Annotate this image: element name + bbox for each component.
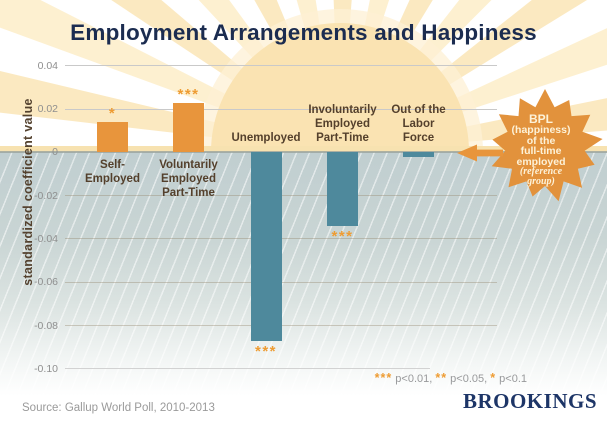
below-zero-shaded-area: [0, 152, 607, 396]
y-tick-label: -0.02: [34, 189, 58, 202]
sun-ray: [340, 0, 492, 152]
gridline: [65, 368, 430, 370]
y-tick-label: -0.06: [34, 276, 58, 289]
brookings-logo: BROOKINGS: [462, 389, 597, 413]
starburst-italic-line: (reference: [519, 166, 563, 177]
bar-voluntarily-employed-part-time: [173, 102, 204, 153]
gridline: [65, 108, 497, 110]
bar-unemployed: [250, 152, 282, 341]
bar-out-of-the-labor-force: [403, 152, 434, 157]
starburst-badge: [457, 89, 603, 202]
starburst-line: of the: [526, 134, 556, 147]
starburst-line: employed: [516, 155, 566, 168]
legend-stars: **: [435, 371, 448, 385]
category-label-voluntarily-employed-part-time: Voluntarily Employed Part-Time: [159, 159, 218, 200]
bar-involuntarily-employed-part-time: [327, 152, 358, 226]
gridline: [65, 65, 497, 67]
y-tick-label: -0.08: [34, 319, 58, 332]
bar-self-employed: [97, 121, 128, 153]
y-axis-title: standardized coefficient value: [21, 98, 35, 286]
y-tick-label: -0.10: [34, 362, 58, 375]
starburst-shape: [491, 89, 603, 202]
significance-stars: *: [108, 104, 117, 122]
legend-stars: *: [490, 371, 497, 385]
significance-stars: ***: [331, 227, 354, 245]
legend-label: p<0.05,: [447, 373, 491, 385]
chart-title: Employment Arrangements and Happiness: [70, 20, 537, 45]
source-note: Source: Gallup World Poll, 2010-2013: [22, 402, 215, 414]
sun-disc: [211, 23, 469, 152]
significance-legend: *** p<0.01, ** p<0.05, * p<0.1: [267, 371, 527, 385]
legend-label: p<0.01,: [392, 373, 436, 385]
reference-arrow: [457, 144, 503, 162]
legend-label: p<0.1: [496, 373, 527, 385]
category-label-unemployed: Unemployed: [231, 132, 301, 145]
y-tick-label: 0: [52, 146, 58, 159]
zero-axis-line: [0, 151, 607, 153]
legend-stars: ***: [374, 371, 393, 385]
significance-stars: ***: [177, 85, 200, 103]
starburst-line: full-time: [520, 145, 562, 157]
starburst-annotation: BPL (happiness) of the full-time employed (re…: [487, 113, 595, 187]
zero-line-highlight-strip: [0, 146, 607, 152]
starburst-line: (happiness): [511, 124, 571, 136]
starburst-italic-line: group): [527, 176, 555, 187]
y-tick-label: 0.04: [37, 59, 58, 72]
category-label-self-employed: Self- Employed: [85, 159, 140, 186]
category-label-involuntarily-employed-part-time: Involuntarily Employed Part-Time: [308, 104, 377, 145]
starburst-line: BPL: [529, 112, 553, 126]
sun-rays-art: [0, 0, 607, 152]
y-tick-label: -0.04: [34, 232, 58, 245]
significance-stars: ***: [254, 342, 277, 360]
category-label-out-of-the-labor-force: Out of the Labor Force: [391, 104, 446, 145]
y-tick-label: 0.02: [37, 103, 58, 115]
